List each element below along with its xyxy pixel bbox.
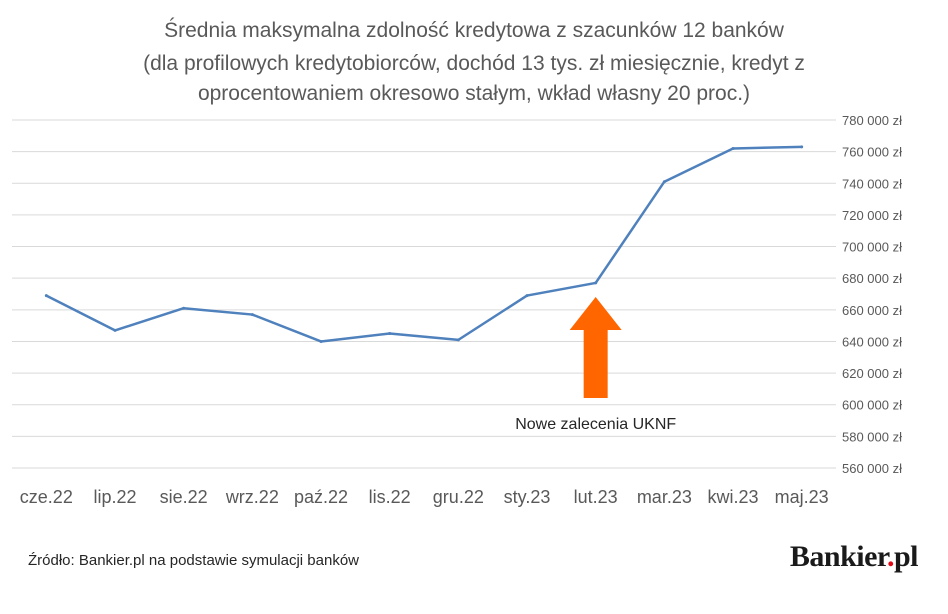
y-tick-label: 780 000 zł (842, 113, 902, 128)
y-tick-label: 600 000 zł (842, 398, 902, 413)
annotation-arrow (569, 297, 622, 398)
data-point (319, 339, 323, 343)
x-tick-label: paź.22 (294, 487, 348, 507)
chart-title-line: (dla profilowych kredytobiorców, dochód … (143, 52, 805, 75)
y-tick-label: 700 000 zł (842, 240, 902, 255)
series-line (45, 145, 803, 343)
data-point (113, 328, 117, 332)
data-point (662, 180, 666, 184)
data-point (182, 306, 186, 310)
data-point (800, 145, 804, 149)
y-tick-label: 680 000 zł (842, 271, 902, 286)
y-tick-label: 560 000 zł (842, 461, 902, 476)
x-tick-label: lip.22 (93, 487, 136, 507)
x-tick-label: gru.22 (433, 487, 484, 507)
annotation-label: Nowe zalecenia UKNF (515, 416, 676, 433)
x-tick-label: maj.23 (775, 487, 829, 507)
x-tick-label: wrz.22 (225, 487, 279, 507)
y-tick-label: 660 000 zł (842, 303, 902, 318)
data-point (250, 313, 254, 317)
x-tick-label: sty.23 (504, 487, 551, 507)
logo-text: Bankier (789, 540, 888, 573)
y-tick-label: 760 000 zł (842, 145, 902, 160)
annotation: Nowe zalecenia UKNF (515, 297, 676, 433)
y-tick-label: 640 000 zł (842, 334, 902, 349)
x-tick-label: sie.22 (160, 487, 208, 507)
data-point (731, 146, 735, 150)
chart-title-line: Średnia maksymalna zdolność kredytowa z … (164, 18, 785, 42)
line-chart: Średnia maksymalna zdolność kredytowa z … (12, 18, 902, 507)
y-tick-label: 720 000 zł (842, 208, 902, 223)
series (44, 145, 804, 343)
x-tick-label: kwi.23 (707, 487, 758, 507)
logo-dot: . (886, 540, 895, 573)
x-tick-label: lut.23 (574, 487, 618, 507)
gridlines (12, 119, 836, 469)
chart-title: Średnia maksymalna zdolność kredytowa z … (143, 18, 805, 105)
data-point (456, 338, 460, 342)
bankier-logo: Bankier.pl (789, 540, 919, 574)
data-point (44, 294, 48, 298)
y-tick-label: 580 000 zł (842, 429, 902, 444)
x-axis-ticks: cze.22 lip.22 sie.22 wrz.22 paź.22 lis.22 gru.… (20, 487, 829, 507)
source-note: Źródło: Bankier.pl na podstawie symulacj… (28, 552, 360, 569)
data-point (594, 281, 598, 285)
y-tick-label: 740 000 zł (842, 176, 902, 191)
chart-title-line: oprocentowaniem okresowo stałym, wkład w… (198, 82, 750, 105)
data-point (525, 294, 529, 298)
x-tick-label: cze.22 (20, 487, 73, 507)
x-tick-label: mar.23 (637, 487, 692, 507)
y-tick-label: 620 000 zł (842, 366, 902, 381)
y-axis-ticks: 560 000 zł 580 000 zł 600 000 zł 620 000 zł… (842, 113, 902, 476)
x-tick-label: lis.22 (369, 487, 411, 507)
data-point (388, 332, 392, 336)
logo-suffix: pl (893, 540, 919, 573)
